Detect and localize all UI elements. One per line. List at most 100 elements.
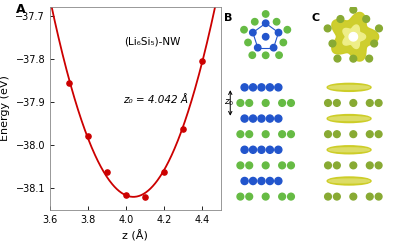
Circle shape [350,193,357,200]
Circle shape [237,193,244,200]
Ellipse shape [327,83,371,91]
Circle shape [325,131,331,138]
Circle shape [337,16,344,22]
Circle shape [250,29,256,36]
Circle shape [237,162,244,169]
Circle shape [334,100,340,106]
Circle shape [262,33,269,40]
Circle shape [279,100,286,106]
Circle shape [250,84,256,91]
Circle shape [258,146,265,153]
Circle shape [245,39,251,46]
Circle shape [266,177,274,185]
Circle shape [325,100,331,106]
Circle shape [262,162,269,169]
Circle shape [250,146,256,153]
Point [180,127,186,131]
Circle shape [366,55,372,62]
Text: $z_0$: $z_0$ [224,98,234,108]
Circle shape [237,100,244,106]
Circle shape [350,162,357,169]
Circle shape [275,115,282,122]
Polygon shape [332,13,379,61]
Ellipse shape [327,114,371,123]
Circle shape [366,162,373,169]
Circle shape [262,52,269,59]
Ellipse shape [329,86,369,89]
Circle shape [246,100,253,106]
Text: (Li₆Si₅)-NW: (Li₆Si₅)-NW [124,37,181,47]
Circle shape [350,131,357,138]
Circle shape [254,45,261,51]
Point [161,170,167,174]
Point [123,193,129,196]
Text: A: A [16,3,26,16]
Circle shape [262,100,269,106]
Circle shape [334,162,340,169]
Circle shape [334,131,340,138]
Circle shape [262,193,269,200]
Circle shape [275,177,282,185]
Circle shape [270,45,277,51]
Circle shape [334,193,340,200]
Circle shape [350,55,357,62]
Circle shape [246,131,253,138]
Circle shape [375,131,382,138]
Circle shape [250,115,256,122]
Circle shape [350,7,357,13]
Point [85,134,91,138]
Point [198,59,205,63]
Circle shape [241,177,248,185]
Circle shape [273,19,280,25]
Circle shape [266,146,274,153]
Polygon shape [343,25,366,48]
Circle shape [325,193,331,200]
Polygon shape [349,33,358,41]
Circle shape [288,100,294,106]
Circle shape [262,20,269,27]
Text: z₀ = 4.042 Å: z₀ = 4.042 Å [123,95,188,105]
Circle shape [366,193,373,200]
Text: B: B [224,13,232,23]
Circle shape [241,27,247,33]
Circle shape [363,16,370,22]
Circle shape [276,52,282,58]
Circle shape [279,131,286,138]
Point [104,170,110,174]
Circle shape [376,25,382,32]
Circle shape [288,162,294,169]
Circle shape [329,40,336,47]
Circle shape [371,40,378,47]
Circle shape [288,193,294,200]
Circle shape [237,131,244,138]
Circle shape [241,84,248,91]
Circle shape [262,11,269,17]
Ellipse shape [329,117,369,120]
Circle shape [324,25,331,32]
Circle shape [246,193,253,200]
Circle shape [325,162,331,169]
Point [66,81,72,85]
Ellipse shape [327,177,371,185]
Circle shape [350,100,357,106]
Circle shape [241,115,248,122]
Circle shape [366,131,373,138]
Circle shape [375,100,382,106]
Circle shape [334,55,341,62]
Point [142,195,148,199]
Circle shape [279,162,286,169]
Ellipse shape [327,146,371,154]
Circle shape [375,193,382,200]
Circle shape [275,29,282,36]
Circle shape [258,115,265,122]
Circle shape [266,115,274,122]
Ellipse shape [329,148,369,152]
Circle shape [280,39,286,46]
Circle shape [258,84,265,91]
Circle shape [246,162,253,169]
Circle shape [266,84,274,91]
Ellipse shape [329,179,369,183]
Circle shape [275,84,282,91]
Y-axis label: Energy (eV): Energy (eV) [0,75,10,141]
Circle shape [262,131,269,138]
